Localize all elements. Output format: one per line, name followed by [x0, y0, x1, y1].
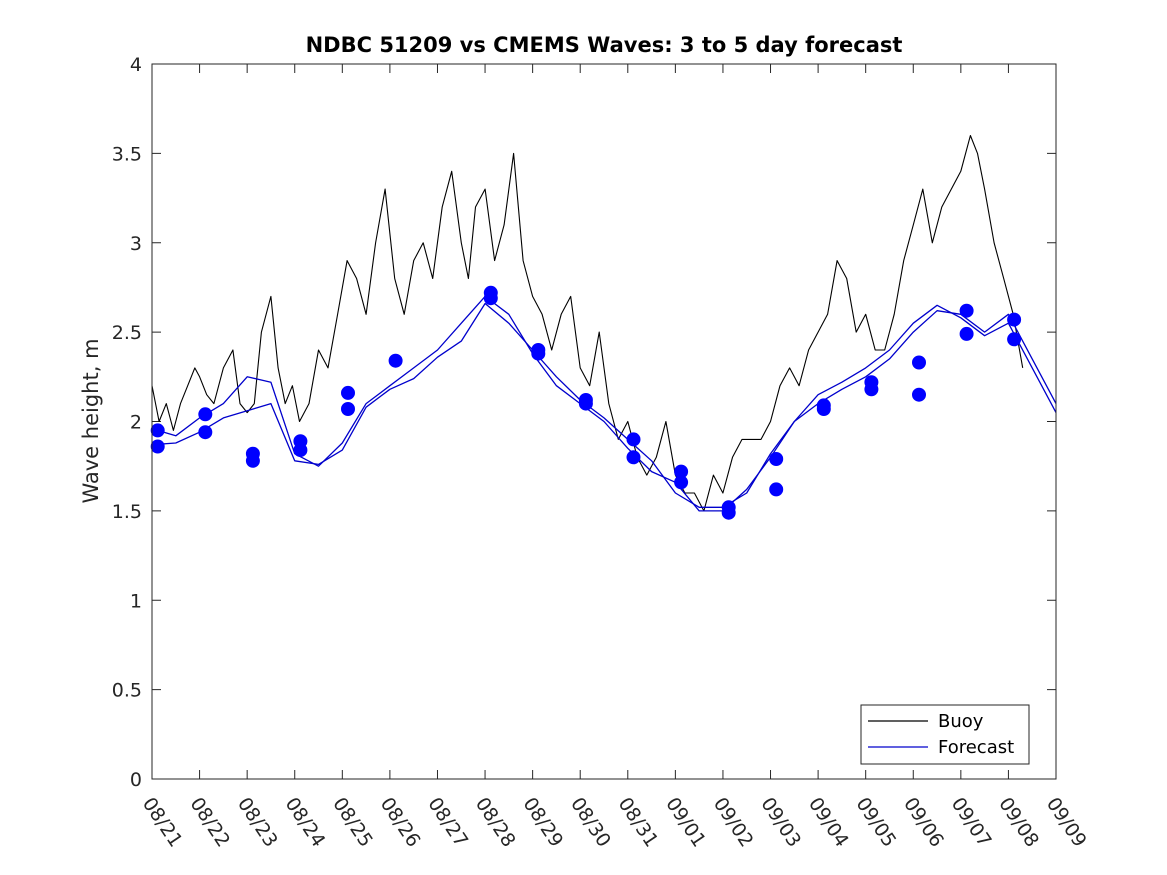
forecast-marker: [626, 450, 641, 465]
forecast-marker: [816, 402, 831, 416]
plot-frame: [151, 63, 1057, 780]
y-tick-label: 1.5: [112, 501, 142, 523]
y-axis-label: Wave height, m: [79, 338, 103, 503]
forecast-marker: [150, 423, 165, 438]
x-tick-label: 08/31: [614, 793, 663, 851]
x-tick-label: 09/04: [804, 793, 853, 851]
forecast-marker: [626, 432, 641, 447]
x-tick-label: 08/26: [376, 793, 425, 851]
chart-title: NDBC 51209 vs CMEMS Waves: 3 to 5 day fo…: [306, 33, 903, 57]
forecast-marker: [198, 407, 213, 422]
x-tick-label: 08/21: [138, 793, 187, 851]
x-tick-label: 08/22: [185, 793, 234, 851]
legend: Buoy Forecast: [860, 704, 1030, 765]
y-axis: 0 0.5 1 1.5 2 2.5 3 3.5 4: [112, 54, 1056, 791]
y-tick-label: 2: [130, 412, 142, 434]
x-tick-label: 08/24: [281, 793, 330, 851]
forecast-marker: [341, 385, 355, 400]
forecast-marker: [959, 303, 974, 318]
x-tick-label: 08/27: [423, 793, 472, 851]
legend-box: [860, 704, 1030, 765]
forecast-marker: [150, 439, 165, 454]
forecast-marker: [864, 382, 879, 397]
forecast-marker: [293, 443, 308, 458]
forecast-marker: [912, 355, 926, 370]
legend-forecast-label: Forecast: [938, 737, 1014, 758]
series-line-buoy: [151, 134, 1024, 512]
forecast-marker: [388, 353, 403, 368]
forecast-marker: [245, 453, 260, 468]
y-tick-label: 1: [130, 590, 142, 612]
x-tick-label: 09/08: [994, 793, 1043, 851]
forecast-marker: [531, 346, 546, 361]
forecast-marker: [483, 291, 498, 306]
x-tick-label: 08/30: [566, 793, 615, 851]
series-line-forecast: [151, 295, 1057, 512]
x-tick-label: 09/06: [899, 793, 948, 851]
x-tick-label: 09/02: [709, 793, 758, 851]
x-tick-label: 09/03: [756, 793, 805, 851]
y-tick-label: 0: [130, 769, 142, 791]
legend-buoy-label: Buoy: [938, 711, 984, 732]
y-tick-label: 2.5: [112, 322, 142, 344]
forecast-marker: [959, 326, 974, 341]
forecast-marker: [341, 402, 355, 416]
x-tick-label: 08/23: [233, 793, 282, 851]
forecast-marker: [674, 475, 689, 490]
x-tick-label: 09/09: [1042, 793, 1091, 851]
y-tick-label: 0.5: [112, 680, 142, 702]
forecast-marker: [769, 482, 784, 497]
forecast-marker: [1007, 312, 1022, 327]
forecast-marker: [721, 505, 736, 520]
y-tick-label: 4: [130, 54, 142, 76]
series-layer: [151, 134, 1057, 512]
x-tick-label: 08/25: [328, 793, 377, 851]
forecast-marker: [912, 387, 926, 402]
x-tick-label: 09/05: [852, 793, 901, 851]
x-tick-label: 09/07: [947, 793, 996, 851]
forecast-marker: [1007, 332, 1022, 347]
forecast-marker: [578, 396, 593, 411]
forecast-marker: [198, 425, 213, 440]
x-tick-label: 08/28: [471, 793, 520, 851]
y-tick-label: 3: [130, 233, 142, 255]
x-tick-label: 09/01: [661, 793, 710, 851]
marker-layer: [150, 285, 1022, 520]
x-tick-label: 08/29: [518, 793, 567, 851]
series-line-forecast: [151, 302, 1057, 508]
y-tick-label: 3.5: [112, 143, 142, 165]
forecast-marker: [769, 452, 784, 466]
